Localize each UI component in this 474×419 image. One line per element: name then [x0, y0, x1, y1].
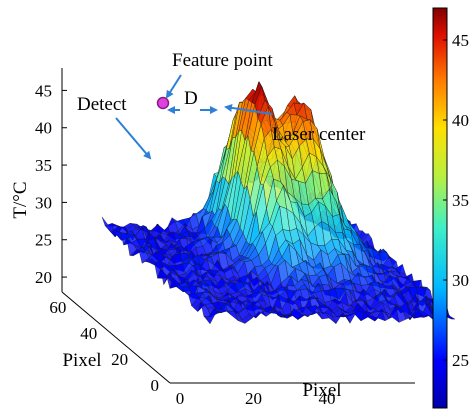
colorbar-tick-label: 45 — [452, 31, 469, 50]
z-tick-label: 40 — [35, 119, 52, 138]
y-axis-label: Pixel — [62, 350, 101, 371]
x-tick-label: 20 — [245, 389, 262, 408]
z-axis-label: T/°C — [10, 181, 31, 218]
colorbar-tick-labels: 25 30 35 40 45 — [443, 31, 469, 370]
z-tick-label: 30 — [35, 193, 52, 212]
colorbar-tick-label: 40 — [452, 111, 469, 130]
surface-plot — [101, 80, 456, 325]
y-tick-labels: 0 20 40 60 — [49, 298, 159, 395]
laser-center-label: Laser center — [272, 124, 366, 145]
laser-center-arrow — [224, 103, 273, 115]
colorbar-tick-label: 25 — [452, 351, 469, 370]
y-tick-label: 0 — [151, 376, 160, 395]
colorbar-gradient — [433, 8, 447, 408]
z-tick-label: 20 — [35, 268, 52, 287]
feature-point-marker — [156, 96, 170, 110]
colorbar-tick-label: 35 — [452, 191, 469, 210]
x-axis-label: Pixel — [302, 380, 341, 401]
y-axis-line — [61, 291, 171, 384]
x-tick-label: 40 — [319, 389, 336, 408]
colorbar-tick-label: 30 — [452, 271, 469, 290]
z-tick-label: 35 — [35, 156, 52, 175]
x-tick-labels: 0 20 40 — [176, 389, 336, 408]
feature-point-arrow — [165, 74, 182, 99]
colorbar-border — [432, 7, 448, 409]
y-tick-label: 40 — [80, 324, 97, 343]
detect-arrow — [115, 117, 152, 160]
z-tick-labels: 20 25 30 35 40 45 — [35, 81, 67, 287]
y-tick-label: 20 — [111, 350, 128, 369]
z-tick-label: 25 — [35, 231, 52, 250]
axes-box — [61, 68, 415, 384]
detect-label: Detect — [77, 94, 127, 115]
distance-label: D — [184, 88, 198, 109]
y-tick-label: 60 — [49, 298, 66, 317]
colorbar: 25 30 35 40 45 — [432, 7, 469, 409]
z-tick-label: 45 — [35, 81, 52, 100]
x-tick-label: 0 — [176, 389, 185, 408]
feature-point-label: Feature point — [172, 50, 274, 71]
